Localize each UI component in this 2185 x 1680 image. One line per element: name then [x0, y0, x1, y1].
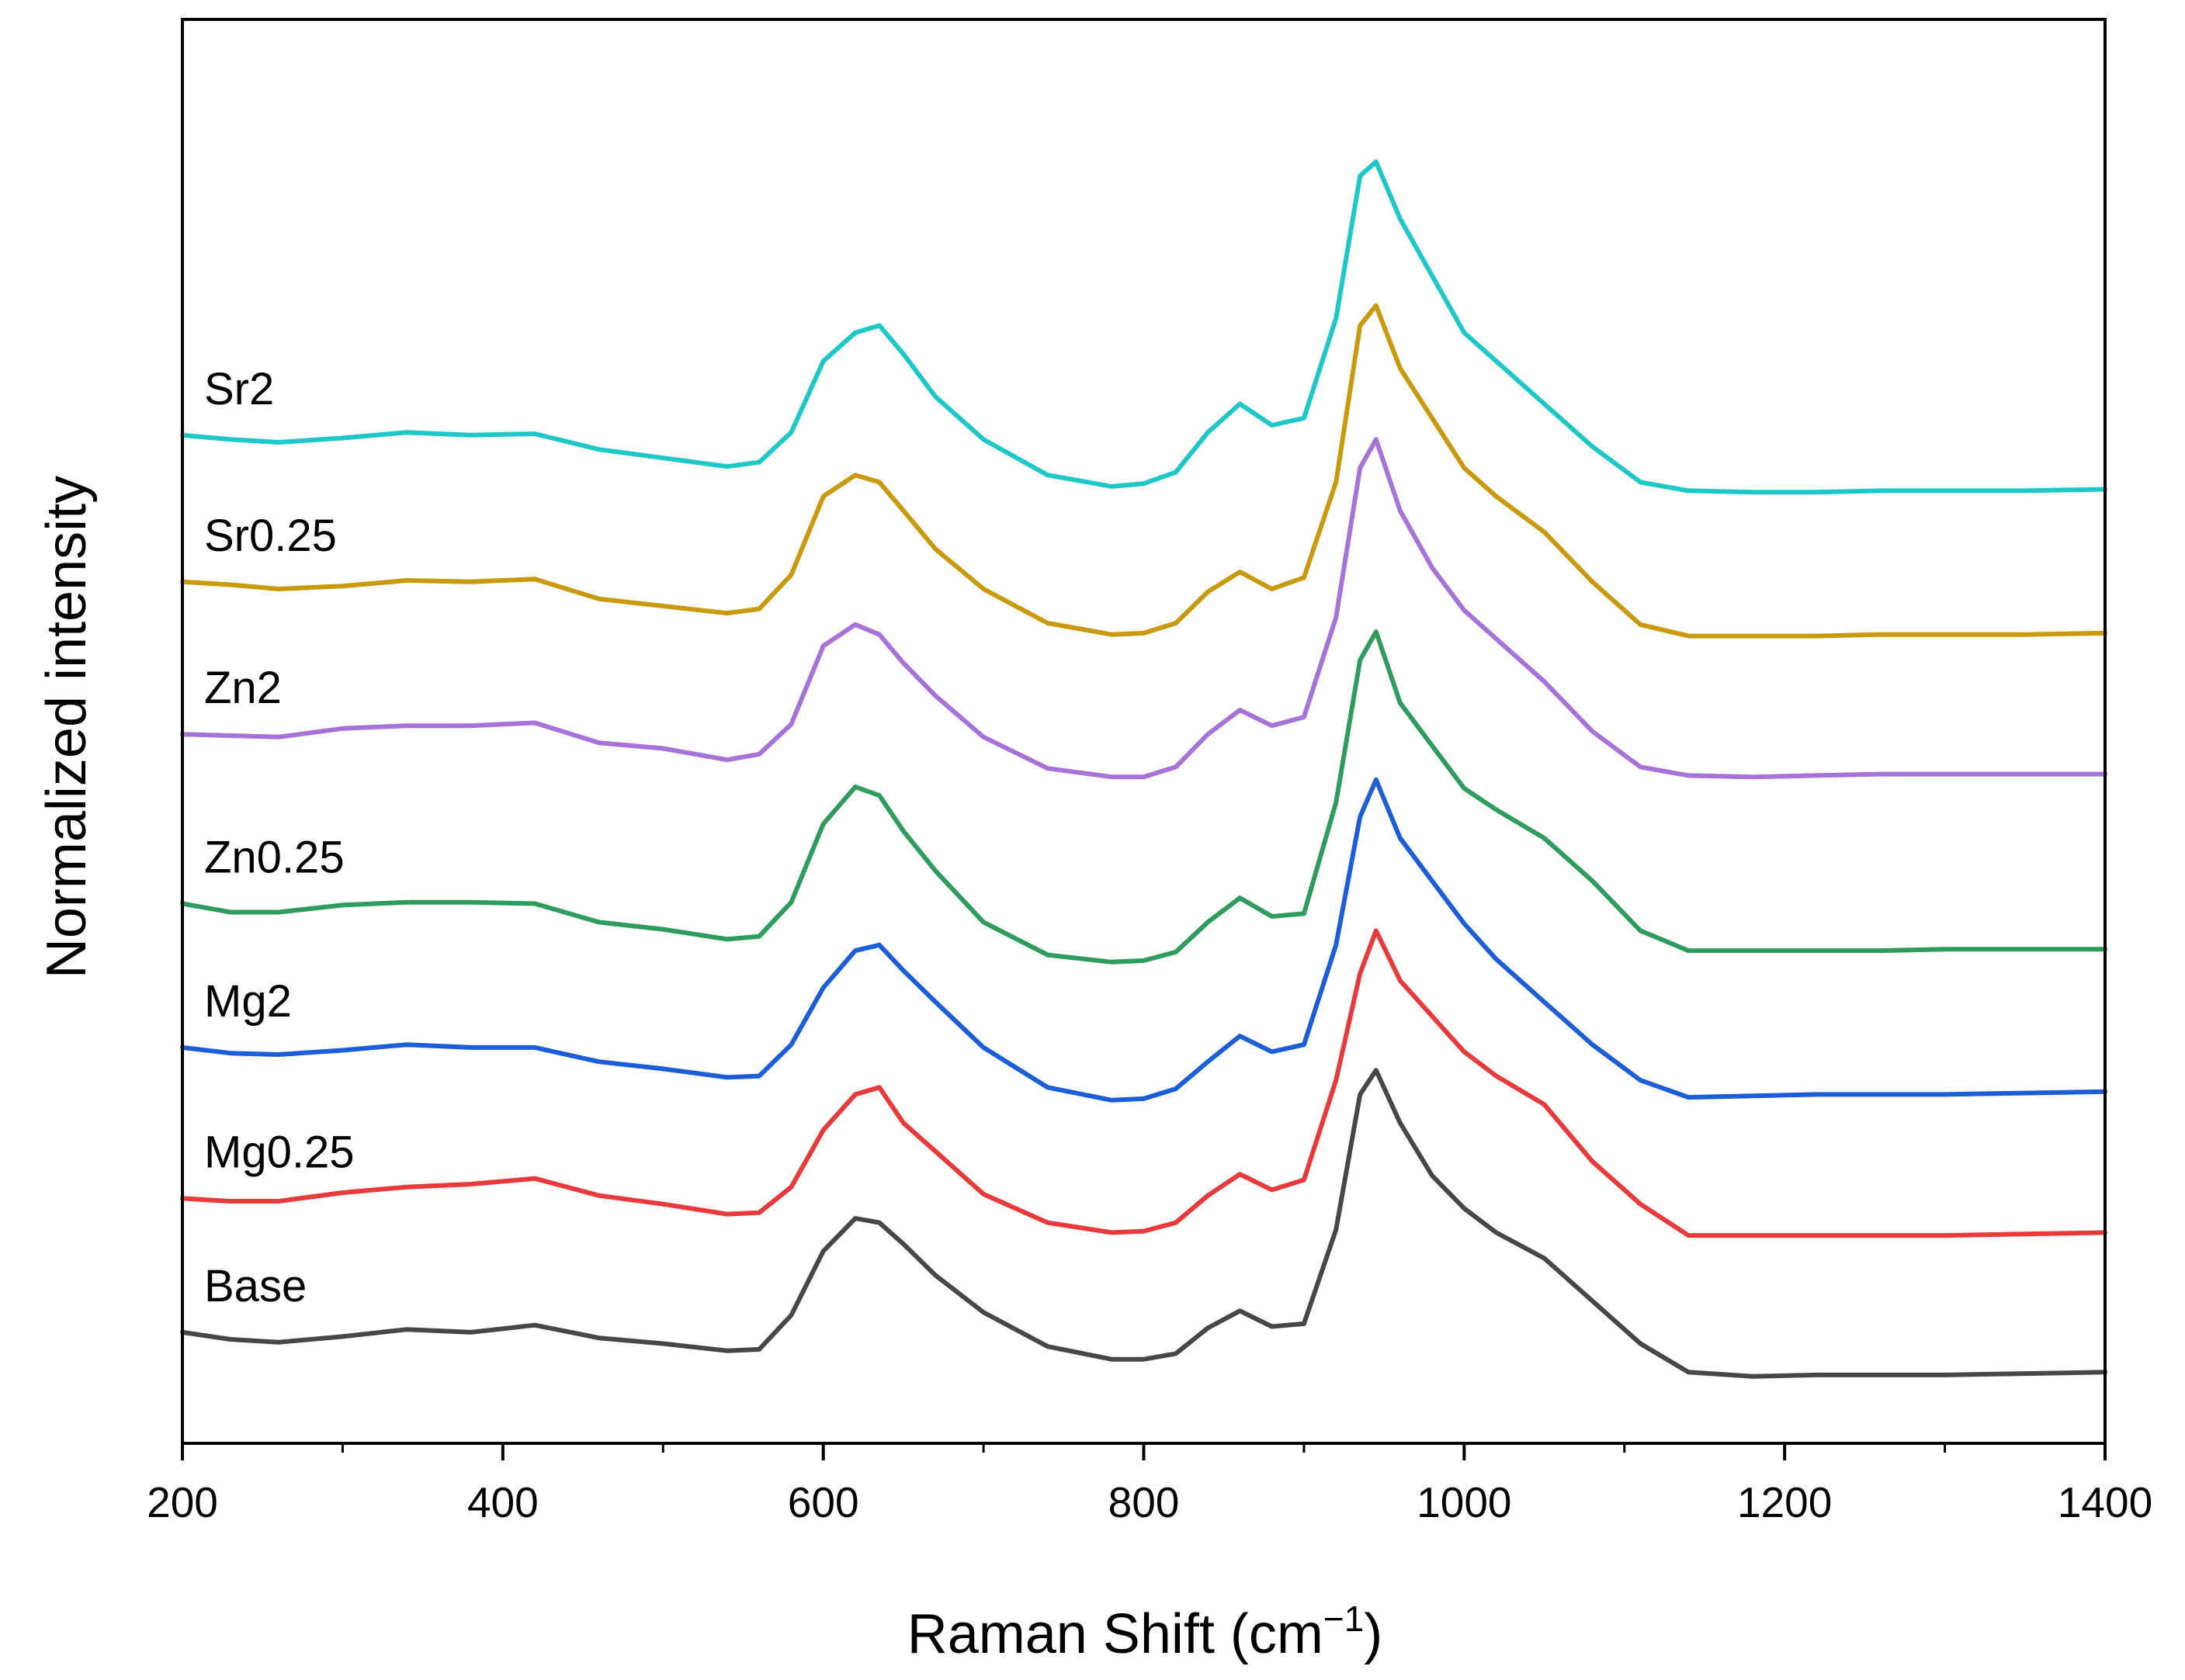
x-tick-label: 600: [788, 1478, 859, 1526]
series-line-sr2: [180, 159, 2107, 495]
series-label-sr2: Sr2: [204, 364, 274, 414]
series-label-zn2: Zn2: [204, 663, 282, 713]
series-labels: Base Mg0.25 Mg2 Zn0.25 Zn2 Sr0.25 Sr2: [204, 364, 354, 1311]
x-tick-label: 200: [147, 1478, 218, 1526]
series-line-zn2: [180, 437, 2107, 780]
series-label-base: Base: [204, 1261, 307, 1311]
x-axis-title-sup: −1: [1323, 1599, 1364, 1639]
y-axis-title: Normalized intensity: [36, 476, 98, 979]
x-axis-title-main: Raman Shift (cm: [907, 1603, 1323, 1665]
axes: 200 400 600 800 1000 1200 1400: [147, 18, 2152, 1526]
series-layer: [180, 159, 2107, 1379]
series-line-sr0-25: [180, 303, 2107, 639]
x-tick-label: 1000: [1417, 1478, 1511, 1526]
series-label-zn0-25: Zn0.25: [204, 833, 345, 883]
series-line-mg2: [180, 777, 2107, 1103]
series-line-base: [180, 1068, 2107, 1379]
x-tick-label: 800: [1108, 1478, 1180, 1526]
series-line-mg0-25: [180, 928, 2107, 1238]
x-tick-label: 1400: [2058, 1478, 2152, 1526]
series-line-zn0-25: [180, 629, 2107, 965]
x-axis-title: Raman Shift (cm−1): [907, 1599, 1383, 1665]
series-label-mg2: Mg2: [204, 976, 292, 1027]
series-label-sr0-25: Sr0.25: [204, 511, 337, 561]
series-label-mg0-25: Mg0.25: [204, 1127, 354, 1177]
x-tick-label: 1200: [1737, 1478, 1832, 1526]
x-tick-label: 400: [467, 1478, 539, 1526]
x-axis-title-close: ): [1364, 1603, 1382, 1665]
